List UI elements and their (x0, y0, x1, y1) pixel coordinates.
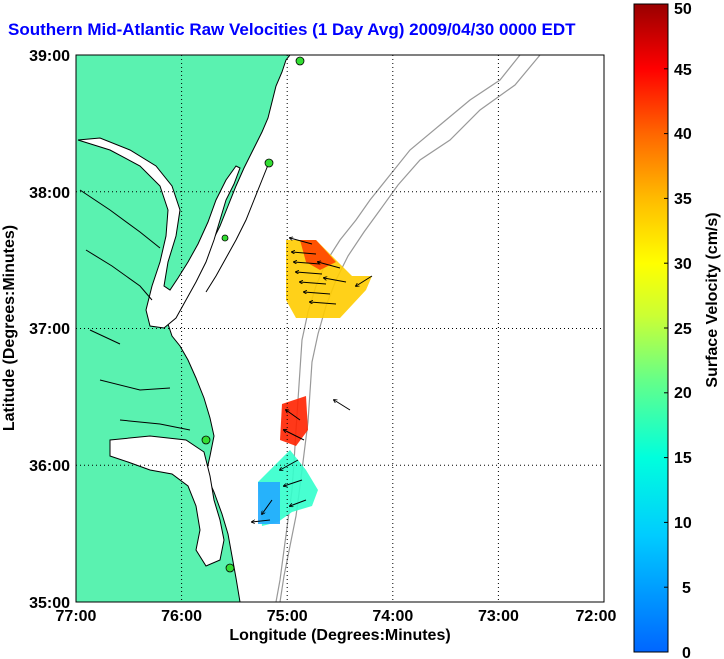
x-tick-label: 73:00 (478, 608, 519, 625)
radar-stations (201, 56, 305, 573)
velocity-patch-south-red (280, 396, 308, 446)
colorbar-tick-label: 25 (674, 321, 692, 338)
colorbar-tick-labels: 0 5 10 15 20 25 30 35 40 45 50 (674, 1, 692, 659)
river-lines (79, 189, 191, 431)
colorbar-ticks (664, 3, 668, 588)
chesapeake-bay (77, 137, 241, 329)
y-tick-label: 38:00 (29, 185, 70, 202)
x-tick-label: 72:00 (576, 608, 617, 625)
x-tick-label: 74:00 (372, 608, 413, 625)
y-tick-label: 37:00 (29, 321, 70, 338)
plot-frame (75, 54, 605, 603)
colorbar-tick-label: 30 (674, 256, 692, 273)
colorbar-tick-label: 5 (682, 580, 691, 597)
colorbar-tick-label: 10 (674, 515, 692, 532)
colorbar-tick-label: 50 (674, 1, 692, 18)
x-tick-label: 76:00 (161, 608, 202, 625)
colorbar-tick-label: 20 (674, 385, 692, 402)
y-tick-label: 36:00 (29, 458, 70, 475)
x-tick-labels: 77:00 76:00 75:00 74:00 73:00 72:00 (56, 608, 617, 625)
colorbar-tick-label: 15 (674, 450, 692, 467)
colorbar (633, 3, 669, 653)
colorbar-label: Surface Velocity (cm/s) (704, 212, 721, 387)
pamlico-sound (109, 435, 225, 567)
y-tick-label: 39:00 (29, 48, 70, 65)
map-title: Southern Mid-Atlantic Raw Velocities (1 … (8, 20, 576, 39)
map-grid (76, 55, 604, 602)
colorbar-tick-label: 0 (682, 645, 691, 659)
colorbar-tick-label: 35 (674, 191, 692, 208)
colorbar-tick-label: 40 (674, 126, 692, 143)
delmarva-coast (205, 159, 271, 293)
x-tick-label: 75:00 (267, 608, 308, 625)
velocity-vectors (252, 238, 373, 522)
y-tick-labels: 39:00 38:00 37:00 36:00 35:00 (29, 48, 70, 612)
velocity-patch-south-blue (258, 482, 280, 524)
colorbar-tick-label: 45 (674, 62, 692, 79)
velocity-patch-north-red (300, 240, 336, 270)
y-axis-label: Latitude (Degrees:Minutes) (1, 225, 18, 431)
x-axis-label: Longitude (Degrees:Minutes) (229, 627, 450, 644)
x-tick-label: 77:00 (56, 608, 97, 625)
y-tick-label: 35:00 (29, 595, 70, 612)
